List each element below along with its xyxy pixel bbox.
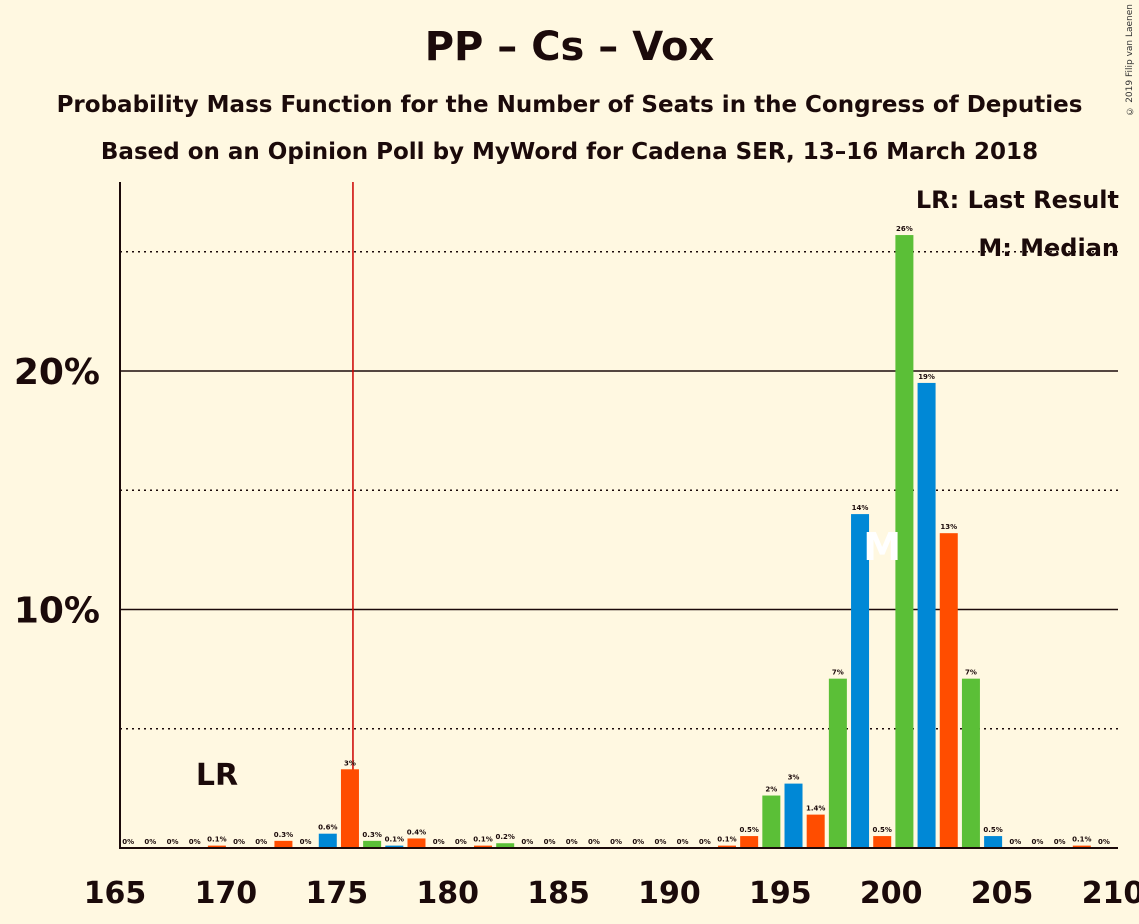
y-tick-label: 10% [14, 591, 100, 632]
bar-value-label: 0% [433, 838, 445, 846]
bar-seats-197 [806, 814, 825, 848]
bar-value-label: 0% [632, 838, 644, 846]
bar-value-label: 0% [610, 838, 622, 846]
bar-seats-170 [207, 845, 226, 848]
x-tick-label: 175 [305, 876, 368, 911]
bar-seats-205 [984, 836, 1003, 848]
bar-seats-175 [318, 833, 337, 848]
bar-value-label: 0% [1009, 838, 1021, 846]
bar-seats-204 [961, 678, 980, 848]
bar-seats-182 [474, 845, 493, 848]
bar-seats-199 [851, 514, 870, 848]
bar-value-label: 0% [1098, 838, 1110, 846]
bar-value-label: 0.4% [407, 828, 426, 836]
bar-value-label: 0% [588, 838, 600, 846]
bar-value-label: 26% [896, 225, 913, 233]
bar-seats-203 [939, 533, 958, 848]
bar-value-label: 0% [1054, 838, 1066, 846]
bar-value-label: 0% [455, 838, 467, 846]
bar-value-label: 0.1% [385, 836, 404, 844]
bar-value-label: 2% [765, 786, 777, 794]
bar-value-label: 0.1% [1072, 836, 1091, 844]
x-tick-label: 210 [1082, 876, 1139, 911]
x-tick-label: 190 [638, 876, 701, 911]
bar-value-label: 0.5% [739, 826, 758, 834]
bar-value-label: 0.1% [207, 836, 226, 844]
bar-seats-201 [895, 235, 914, 848]
bar-value-label: 3% [344, 759, 356, 767]
legend-median: M: Median [978, 234, 1119, 262]
bar-value-label: 14% [852, 504, 869, 512]
bar-value-label: 1.4% [806, 805, 825, 813]
bar-value-label: 7% [832, 669, 844, 677]
bar-value-label: 13% [940, 523, 957, 531]
bar-seats-179 [407, 838, 426, 848]
bar-value-label: 0% [566, 838, 578, 846]
bar-seats-173 [274, 840, 293, 848]
median-marker: M [863, 525, 901, 569]
bar-seats-178 [385, 845, 404, 848]
x-tick-label: 165 [84, 876, 147, 911]
bar-value-label: 0.2% [495, 833, 514, 841]
x-tick-label: 180 [416, 876, 479, 911]
bar-value-label: 0% [144, 838, 156, 846]
bar-value-label: 0.6% [318, 824, 337, 832]
bar-value-label: 0% [1032, 838, 1044, 846]
bar-value-label: 0% [167, 838, 179, 846]
last-result-marker: LR [196, 758, 238, 793]
bar-value-label: 0% [677, 838, 689, 846]
bar-seats-194 [740, 836, 759, 848]
x-tick-label: 185 [527, 876, 590, 911]
x-tick-label: 170 [195, 876, 258, 911]
bar-value-label: 0.5% [873, 826, 892, 834]
x-tick-label: 200 [860, 876, 923, 911]
bar-value-label: 0% [122, 838, 134, 846]
bar-value-label: 19% [918, 373, 935, 381]
bar-value-label: 3% [788, 774, 800, 782]
bar-seats-209 [1072, 845, 1091, 848]
bar-value-label: 0% [189, 838, 201, 846]
bar-seats-183 [496, 843, 515, 848]
chart-subtitle: Probability Mass Function for the Number… [56, 92, 1083, 118]
bar-value-label: 0% [233, 838, 245, 846]
bar-seats-200 [873, 836, 892, 848]
bar-value-label: 0% [521, 838, 533, 846]
x-tick-label: 195 [749, 876, 812, 911]
chart-source-line: Based on an Opinion Poll by MyWord for C… [100, 139, 1039, 165]
bar-seats-202 [917, 382, 936, 848]
bar-value-label: 0.1% [717, 836, 736, 844]
bar-value-label: 0% [255, 838, 267, 846]
bar-seats-193 [717, 845, 736, 848]
legend-last-result: LR: Last Result [915, 186, 1119, 214]
bar-seats-177 [363, 840, 382, 848]
bar-seats-176 [340, 769, 359, 848]
bar-value-label: 7% [965, 669, 977, 677]
x-tick-label: 205 [971, 876, 1034, 911]
bar-value-label: 0.5% [983, 826, 1002, 834]
chart-title: PP – Cs – Vox [424, 24, 715, 70]
bar-value-label: 0% [300, 838, 312, 846]
bar-seats-198 [828, 678, 847, 848]
bar-value-label: 0% [544, 838, 556, 846]
bar-value-label: 0.3% [274, 831, 293, 839]
bar-value-label: 0% [699, 838, 711, 846]
bar-value-label: 0.1% [473, 836, 492, 844]
y-tick-label: 20% [14, 352, 100, 393]
bar-value-label: 0% [654, 838, 666, 846]
bar-value-label: 0.3% [362, 831, 381, 839]
bar-seats-196 [784, 783, 803, 848]
bar-seats-195 [762, 795, 781, 848]
